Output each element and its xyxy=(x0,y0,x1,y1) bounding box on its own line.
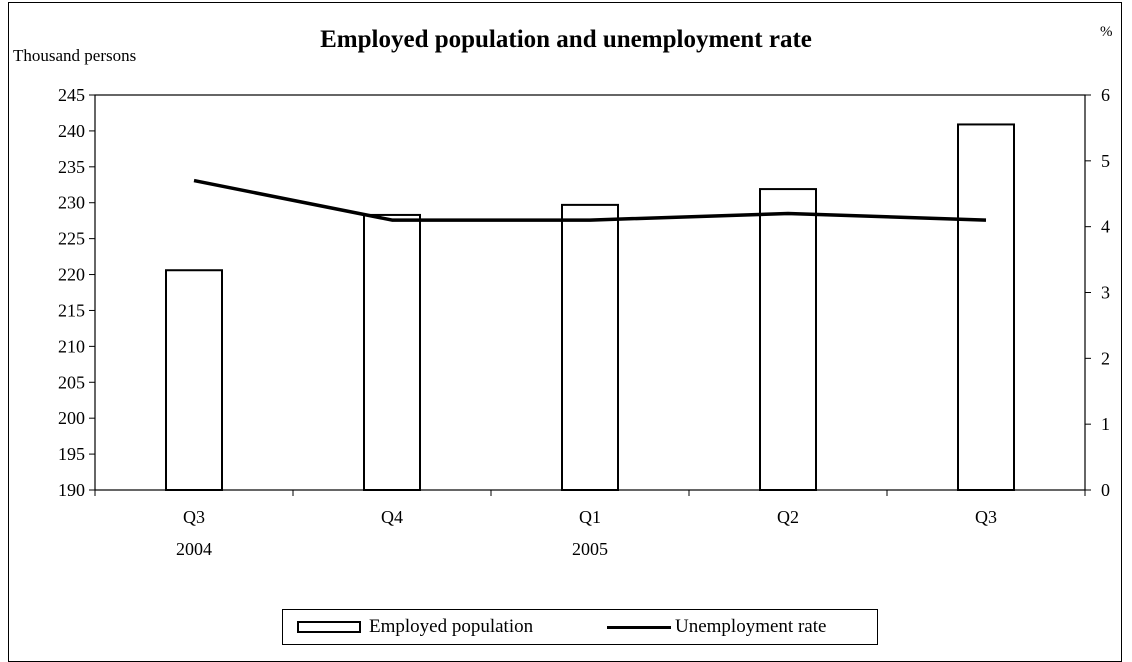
legend-label-unemployment: Unemployment rate xyxy=(675,616,826,638)
right-tick-label: 0 xyxy=(1101,480,1110,500)
x-tick-label: Q2 xyxy=(777,507,799,527)
x-tick-label: Q3 xyxy=(183,507,205,527)
left-tick-label: 195 xyxy=(58,444,85,464)
legend-label-employed: Employed population xyxy=(369,616,533,638)
left-tick-label: 215 xyxy=(58,300,85,320)
x-tick-label: Q1 xyxy=(579,507,601,527)
legend-item-employed: Employed population xyxy=(297,610,533,644)
bar-employed xyxy=(958,124,1014,490)
left-tick-label: 235 xyxy=(58,157,85,177)
bar-employed xyxy=(760,189,816,490)
left-tick-label: 200 xyxy=(58,408,85,428)
right-tick-label: 6 xyxy=(1101,85,1110,105)
right-tick-label: 4 xyxy=(1101,217,1110,237)
left-tick-label: 245 xyxy=(58,85,85,105)
x-year-label: 2004 xyxy=(176,539,212,559)
left-tick-label: 190 xyxy=(58,480,85,500)
left-tick-label: 225 xyxy=(58,229,85,249)
legend-bar-swatch xyxy=(297,621,361,633)
x-tick-label: Q4 xyxy=(381,507,403,527)
x-tick-label: Q3 xyxy=(975,507,997,527)
legend-item-unemployment: Unemployment rate xyxy=(607,610,826,644)
x-year-label: 2005 xyxy=(572,539,608,559)
right-tick-label: 3 xyxy=(1101,283,1110,303)
bar-employed xyxy=(562,205,618,490)
bar-employed xyxy=(166,270,222,490)
left-tick-label: 210 xyxy=(58,336,85,356)
right-tick-label: 1 xyxy=(1101,414,1110,434)
left-tick-label: 240 xyxy=(58,121,85,141)
left-tick-label: 205 xyxy=(58,372,85,392)
left-tick-label: 220 xyxy=(58,265,85,285)
right-tick-label: 5 xyxy=(1101,151,1110,171)
bar-employed xyxy=(364,215,420,490)
right-tick-label: 2 xyxy=(1101,348,1110,368)
legend: Employed population Unemployment rate xyxy=(282,609,878,645)
legend-line-swatch xyxy=(607,626,671,629)
left-tick-label: 230 xyxy=(58,193,85,213)
